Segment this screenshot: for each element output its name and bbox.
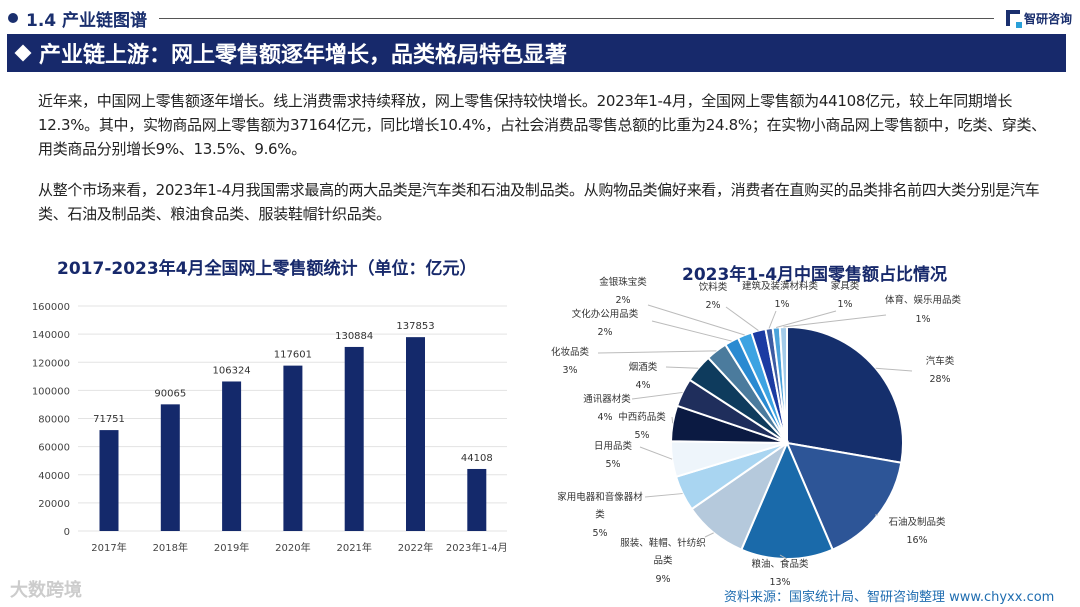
data-label: 137853 (396, 321, 434, 332)
slice-percent: 4% (597, 412, 612, 423)
watermark: 大数跨境 (10, 580, 82, 601)
leader-line (768, 310, 777, 329)
slice-percent: 4% (635, 380, 650, 391)
y-tick-label: 20000 (38, 499, 70, 510)
leader-line (779, 554, 788, 560)
slice-percent: 2% (615, 295, 630, 306)
divider (159, 17, 994, 19)
bar (222, 381, 242, 531)
paragraph-1: 近年来，中国网上零售额逐年增长。线上消费需求持续释放，网上零售保持较快增长。20… (38, 92, 1046, 158)
leader-line (783, 314, 887, 328)
slice-percent: 1% (837, 299, 852, 310)
bar (406, 337, 425, 531)
pie-chart-title: 2023年1-4月中国零售额占比情况 (682, 265, 948, 285)
x-tick-label: 2021年 (336, 541, 371, 554)
slice-label: 服装、鞋帽、针纺织品类 (620, 537, 706, 567)
slice-percent: 2% (705, 300, 720, 311)
slice-label: 化妆品类 (551, 346, 590, 358)
slice-label: 石油及制品类 (888, 516, 946, 528)
leader-line (639, 446, 673, 460)
y-tick-label: 160000 (32, 302, 70, 313)
slice-percent: 16% (906, 535, 927, 546)
y-tick-label: 0 (64, 527, 70, 538)
bar-chart-title: 2017-2023年4月全国网上零售额统计（单位：亿元） (57, 259, 477, 279)
slice-percent: 1% (915, 314, 930, 325)
y-tick-label: 120000 (32, 358, 70, 369)
x-tick-label: 2023年1-4月 (446, 541, 508, 554)
slice-label: 粮油、食品类 (751, 558, 809, 570)
page-banner: 产业链上游：网上零售额逐年增长，品类格局特色显著 (7, 34, 1066, 72)
x-tick-label: 2020年 (275, 541, 310, 554)
data-label: 71751 (93, 414, 125, 425)
brand-logo: 智研咨询 (1005, 10, 1072, 28)
x-tick-label: 2019年 (214, 541, 249, 554)
y-tick-label: 40000 (38, 471, 70, 482)
y-tick-label: 80000 (38, 415, 70, 426)
bar (283, 365, 303, 531)
bar-chart: 0 20000 40000 60000 80000 100000 120000 140000 1… (32, 302, 508, 554)
slice-percent: 5% (634, 430, 649, 441)
slice-percent: 2% (597, 327, 612, 338)
bar (160, 404, 180, 531)
slice-label: 建筑及装潢材料类 (742, 280, 819, 292)
slice-label: 家用电器和音像器材类 (557, 491, 643, 521)
section-title: 1.4 产业链图谱 (26, 10, 148, 31)
slice-percent: 13% (769, 577, 790, 585)
top-bar: 1.4 产业链图谱 智研咨询 (8, 6, 1072, 31)
data-label: 90065 (154, 388, 186, 399)
slice-percent: 5% (605, 459, 620, 470)
slice-percent: 5% (592, 528, 607, 539)
leader-line (644, 493, 683, 498)
diamond-icon (14, 44, 32, 62)
leader-line (776, 310, 837, 328)
leader-line (651, 320, 732, 342)
y-tick-label: 100000 (32, 386, 70, 397)
slice-label: 烟酒类 (629, 361, 658, 373)
bar (99, 430, 119, 531)
pie-slice (786, 325, 904, 464)
intro-text: 近年来，中国网上零售额逐年增长。线上消费需求持续释放，网上零售保持较快增长。20… (38, 89, 1058, 243)
data-label: 106324 (213, 365, 251, 376)
pie-chart: 汽车类 28% 石油及制品类 16% 粮油、食品类 13% 服装、鞋帽、针纺织品类 9% 家用电… (551, 276, 962, 585)
slice-label: 中西药品类 (618, 411, 666, 423)
slice-percent: 1% (774, 299, 789, 310)
leader-line (875, 367, 913, 372)
bar (467, 468, 487, 531)
leader-line (665, 366, 699, 369)
brand-name: 智研咨询 (1023, 11, 1072, 26)
bar (344, 346, 364, 531)
data-label: 130884 (335, 331, 373, 342)
slice-percent: 3% (562, 365, 577, 376)
x-tick-label: 2017年 (91, 541, 126, 554)
paragraph-2: 从整个市场来看，2023年1-4月我国需求最高的两大品类是汽车类和石油及制品类。… (38, 181, 1040, 223)
x-tick-label: 2022年 (398, 541, 433, 554)
slice-label: 文化办公用品类 (572, 308, 639, 320)
slice-label: 金银珠宝类 (599, 276, 647, 288)
data-label: 117601 (274, 350, 312, 361)
leader-line (631, 391, 683, 400)
slice-label: 家具类 (831, 280, 860, 292)
source-note: 资料来源：国家统计局、智研咨询整理 www.chyxx.com (724, 590, 1055, 605)
slice-label: 日用品类 (594, 440, 633, 452)
x-tick-label: 2018年 (153, 541, 188, 554)
leader-line (704, 532, 714, 538)
y-tick-label: 60000 (38, 443, 70, 454)
slice-label: 汽车类 (926, 355, 955, 367)
slice-label: 通讯器材类 (583, 393, 631, 405)
y-tick-label: 140000 (32, 330, 70, 341)
logo-icon (1005, 10, 1022, 28)
leader-line (725, 306, 759, 331)
slice-percent: 9% (655, 574, 670, 585)
data-label: 44108 (461, 453, 493, 464)
leader-line (597, 350, 717, 354)
bullet-icon (8, 13, 18, 23)
page-title: 产业链上游：网上零售额逐年增长，品类格局特色显著 (39, 43, 568, 68)
leader-line (647, 304, 745, 336)
slice-label: 饮料类 (699, 281, 728, 293)
slice-label: 体育、娱乐用品类 (885, 294, 962, 306)
slice-percent: 28% (929, 374, 950, 385)
leader-line (671, 416, 674, 424)
